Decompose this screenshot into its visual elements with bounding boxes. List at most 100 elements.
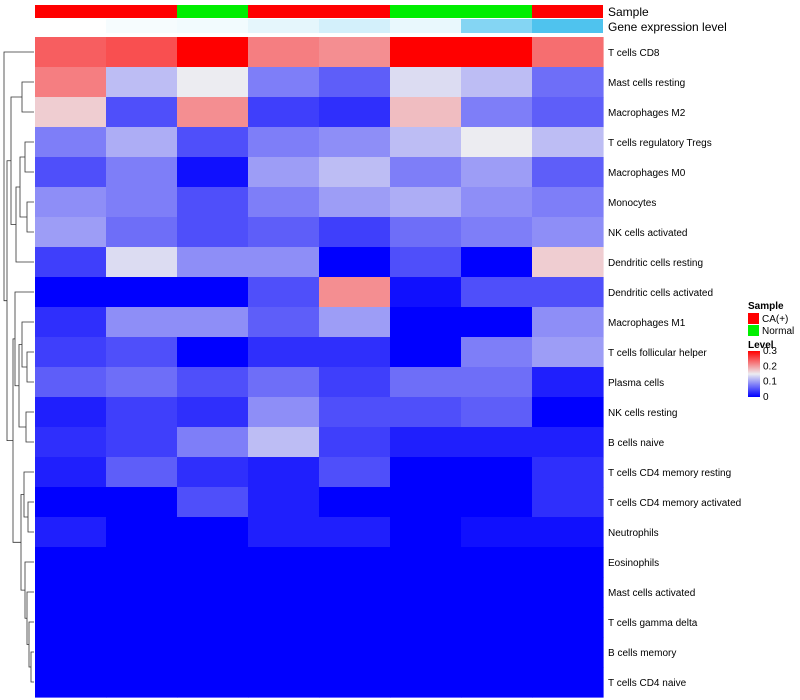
- dendrogram-branch: [14, 291, 34, 387]
- heatmap-cell: [532, 457, 604, 488]
- heatmap-cell: [532, 367, 604, 398]
- heatmap-cell: [248, 487, 320, 518]
- heatmap-cell: [106, 547, 178, 578]
- dendrogram-branch: [12, 338, 21, 543]
- legend-sample-items: CA(+)Normal: [748, 313, 794, 337]
- heatmap-cell: [106, 127, 178, 158]
- dendrogram-branch: [27, 501, 34, 533]
- heatmap-cell: [461, 217, 533, 248]
- heatmap-cell: [461, 427, 533, 458]
- heatmap-cell: [35, 487, 107, 518]
- track-label-sample: Sample: [608, 5, 649, 19]
- heatmap-cell: [177, 517, 249, 548]
- heatmap-cell: [319, 307, 391, 338]
- heatmap-cell: [177, 67, 249, 98]
- heatmap-cell: [35, 277, 107, 308]
- track-sample-cell: [35, 5, 106, 18]
- heatmap-cell: [177, 577, 249, 608]
- heatmap-cell: [177, 127, 249, 158]
- heatmap-cell: [390, 517, 462, 548]
- heatmap-cell: [106, 337, 178, 368]
- heatmap-cell: [390, 37, 462, 68]
- heatmap-cell: [35, 247, 107, 278]
- heatmap-cell: [177, 277, 249, 308]
- heatmap-cell: [177, 337, 249, 368]
- heatmap-cell: [461, 547, 533, 578]
- heatmap-cell: [319, 277, 391, 308]
- heatmap-cell: [177, 37, 249, 68]
- heatmap-cell: [390, 247, 462, 278]
- row-label: Dendritic cells resting: [608, 258, 703, 269]
- heatmap-cell: [532, 67, 604, 98]
- track-sample-cell: [461, 5, 532, 18]
- heatmap-cell: [35, 517, 107, 548]
- row-label: Mast cells resting: [608, 78, 685, 89]
- track-sample-cell: [106, 5, 177, 18]
- track-sample-cell: [319, 5, 390, 18]
- heatmap-cell: [248, 187, 320, 218]
- heatmap-cell: [35, 187, 107, 218]
- heatmap-cell: [390, 457, 462, 488]
- heatmap-cell: [248, 607, 320, 638]
- heatmap-cell: [177, 217, 249, 248]
- heatmap-cell: [532, 637, 604, 668]
- dendrogram-branch: [21, 321, 34, 368]
- dendrogram-branch: [6, 160, 13, 441]
- dendrogram-branch: [25, 411, 34, 443]
- heatmap-cell: [248, 337, 320, 368]
- heatmap-cell: [248, 577, 320, 608]
- dendrogram-branch: [15, 186, 34, 263]
- heatmap-cell: [248, 37, 320, 68]
- heatmap-cell: [248, 427, 320, 458]
- heatmap-cell: [35, 217, 107, 248]
- heatmap-cell: [319, 37, 391, 68]
- heatmap-cell: [106, 187, 178, 218]
- heatmap-cell: [248, 547, 320, 578]
- heatmap-cell: [319, 157, 391, 188]
- heatmap-cell: [319, 667, 391, 698]
- heatmap-cell: [461, 397, 533, 428]
- heatmap-cell: [390, 277, 462, 308]
- heatmap-cell: [106, 457, 178, 488]
- row-label: T cells follicular helper: [608, 348, 707, 359]
- legend-tick-label: 0: [763, 392, 769, 403]
- row-label: T cells CD4 naive: [608, 678, 687, 689]
- heatmap-cell: [35, 97, 107, 128]
- heatmap-cell: [319, 637, 391, 668]
- row-label: B cells memory: [608, 648, 676, 659]
- heatmap-cell: [390, 637, 462, 668]
- heatmap-cell: [532, 427, 604, 458]
- heatmap-cell: [532, 337, 604, 368]
- heatmap-cell: [461, 607, 533, 638]
- heatmap-cell: [319, 547, 391, 578]
- heatmap-cell: [35, 127, 107, 158]
- heatmap-cell: [532, 157, 604, 188]
- heatmap-cell: [319, 187, 391, 218]
- heatmap-cell: [106, 517, 178, 548]
- heatmap-cell: [390, 307, 462, 338]
- dendrogram-branch: [21, 81, 34, 113]
- heatmap-cell: [461, 67, 533, 98]
- track-expression-cell: [106, 19, 177, 33]
- heatmap-cell: [248, 217, 320, 248]
- legend-tick-label: 0.2: [763, 361, 777, 372]
- dendrogram-branch: [24, 561, 34, 619]
- heatmap-cells: [35, 37, 604, 698]
- dendrogram-branch: [26, 351, 34, 383]
- heatmap-cell: [248, 667, 320, 698]
- heatmap-cell: [532, 37, 604, 68]
- heatmap-cell: [35, 397, 107, 428]
- row-label: Macrophages M2: [608, 108, 686, 119]
- legend-sample-title: Sample: [748, 301, 784, 312]
- heatmap-cell: [461, 667, 533, 698]
- heatmap-cell: [106, 307, 178, 338]
- heatmap-cell: [461, 307, 533, 338]
- row-label: NK cells resting: [608, 408, 677, 419]
- heatmap-cell: [532, 277, 604, 308]
- heatmap-cell: [248, 517, 320, 548]
- track-expression-cell: [35, 19, 106, 33]
- legend-level-ticks: 0.3 0.2 0.1 0: [763, 346, 777, 403]
- heatmap-cell: [461, 577, 533, 608]
- heatmap-cell: [106, 667, 178, 698]
